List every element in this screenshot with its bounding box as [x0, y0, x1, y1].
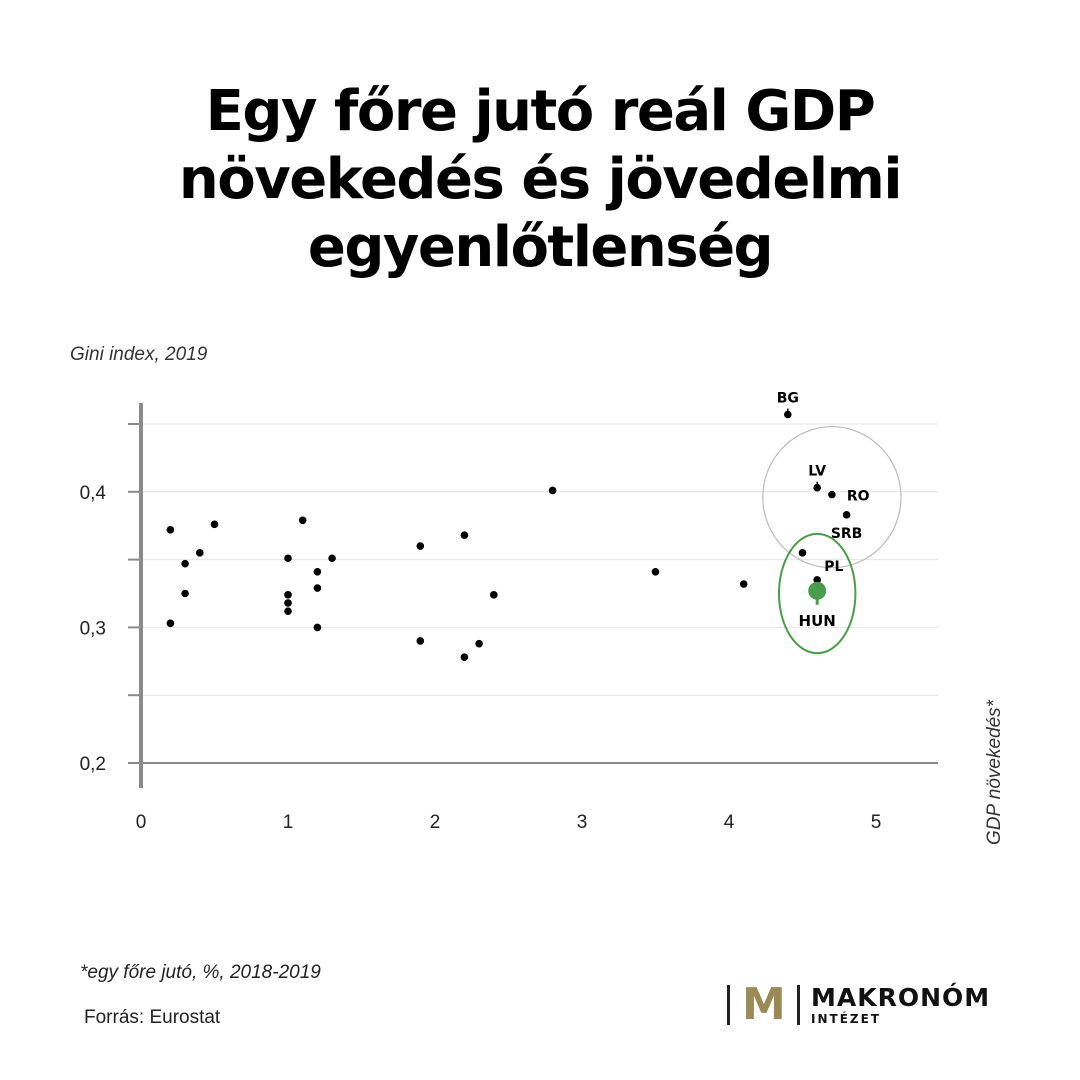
data-point: [651, 568, 660, 576]
data-point-hun: [808, 581, 827, 600]
data-point: [298, 516, 307, 525]
logo-name: MAKRONÓM: [811, 983, 991, 1012]
point-label-lv: LV: [808, 464, 826, 480]
data-point: [460, 653, 469, 662]
data-point: [284, 607, 292, 615]
data-point: [166, 525, 175, 534]
data-point: [181, 559, 189, 568]
title-line-2: növekedés és jövedelmi: [178, 147, 903, 212]
logo-mark: M: [742, 979, 786, 1030]
y-tick-label: 0,4: [80, 483, 107, 504]
y-axis-label: Gini index, 2019: [70, 344, 208, 365]
data-point: [284, 591, 292, 599]
chart-title: Egy főre jutó reál GDP növekedés és jöve…: [0, 78, 1080, 282]
point-label-bg: BG: [777, 391, 799, 407]
data-point: [210, 520, 219, 529]
data-point: [196, 549, 204, 557]
source-note: Forrás: Eurostat: [84, 1007, 221, 1028]
logo-divider-right: [797, 985, 800, 1025]
y-tick-label: 0,3: [80, 618, 106, 639]
data-point: [313, 623, 322, 632]
data-point: [490, 591, 498, 599]
data-point: [166, 619, 175, 628]
point-label-srb: SRB: [831, 526, 863, 542]
x-tick-label: 0: [136, 812, 147, 833]
title-line-3: egyenlőtlenség: [307, 215, 774, 280]
data-point: [828, 490, 836, 499]
x-tick-label: 5: [871, 812, 882, 833]
data-point: [284, 599, 292, 607]
logo-subtitle: INTÉZET: [811, 1012, 881, 1026]
data-point: [181, 589, 189, 598]
data-point: [548, 486, 557, 495]
x-tick-label: 1: [283, 812, 294, 833]
x-tick-label: 2: [430, 812, 441, 833]
data-point: [475, 639, 483, 648]
makronom-logo: M MAKRONÓM INTÉZET: [727, 981, 1007, 1029]
highlight-circle: [762, 426, 902, 569]
footnote: *egy főre jutó, %, 2018-2019: [80, 962, 321, 983]
title-line-1: Egy főre jutó reál GDP: [205, 79, 876, 144]
highlight-circle: [777, 532, 857, 655]
data-point: [842, 511, 851, 519]
data-point: [416, 637, 425, 645]
data-point: [313, 584, 322, 592]
data-point: [798, 549, 807, 557]
data-point: [813, 576, 821, 584]
point-label-pl: PL: [824, 559, 843, 575]
data-point: [460, 531, 469, 539]
point-label-ro: RO: [847, 489, 870, 505]
x-tick-label: 3: [577, 812, 588, 833]
data-point: [416, 542, 425, 550]
y-tick-label: 0,2: [80, 754, 106, 775]
data-point: [739, 580, 748, 588]
point-label-hun: HUN: [799, 612, 836, 630]
data-point: [328, 554, 336, 563]
data-point: [313, 568, 322, 576]
logo-divider-left: [727, 985, 730, 1025]
data-point: [284, 554, 292, 563]
x-tick-label: 4: [724, 812, 735, 833]
